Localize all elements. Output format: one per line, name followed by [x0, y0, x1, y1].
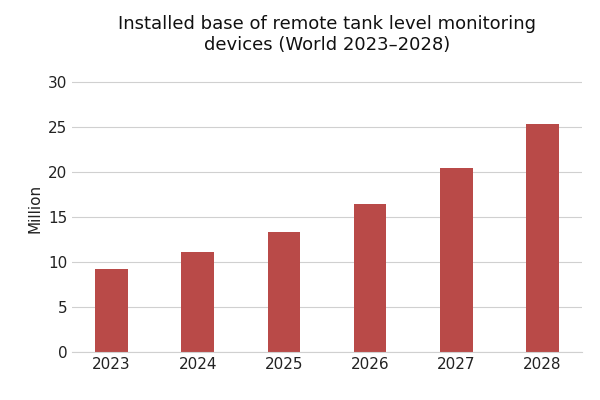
Bar: [526, 124, 559, 352]
Bar: [181, 252, 214, 352]
Title: Installed base of remote tank level monitoring
devices (World 2023–2028): Installed base of remote tank level moni…: [118, 15, 536, 54]
Bar: [354, 204, 386, 352]
Bar: [440, 168, 473, 352]
Bar: [95, 269, 128, 352]
Bar: [268, 232, 300, 352]
Y-axis label: Million: Million: [27, 184, 42, 232]
